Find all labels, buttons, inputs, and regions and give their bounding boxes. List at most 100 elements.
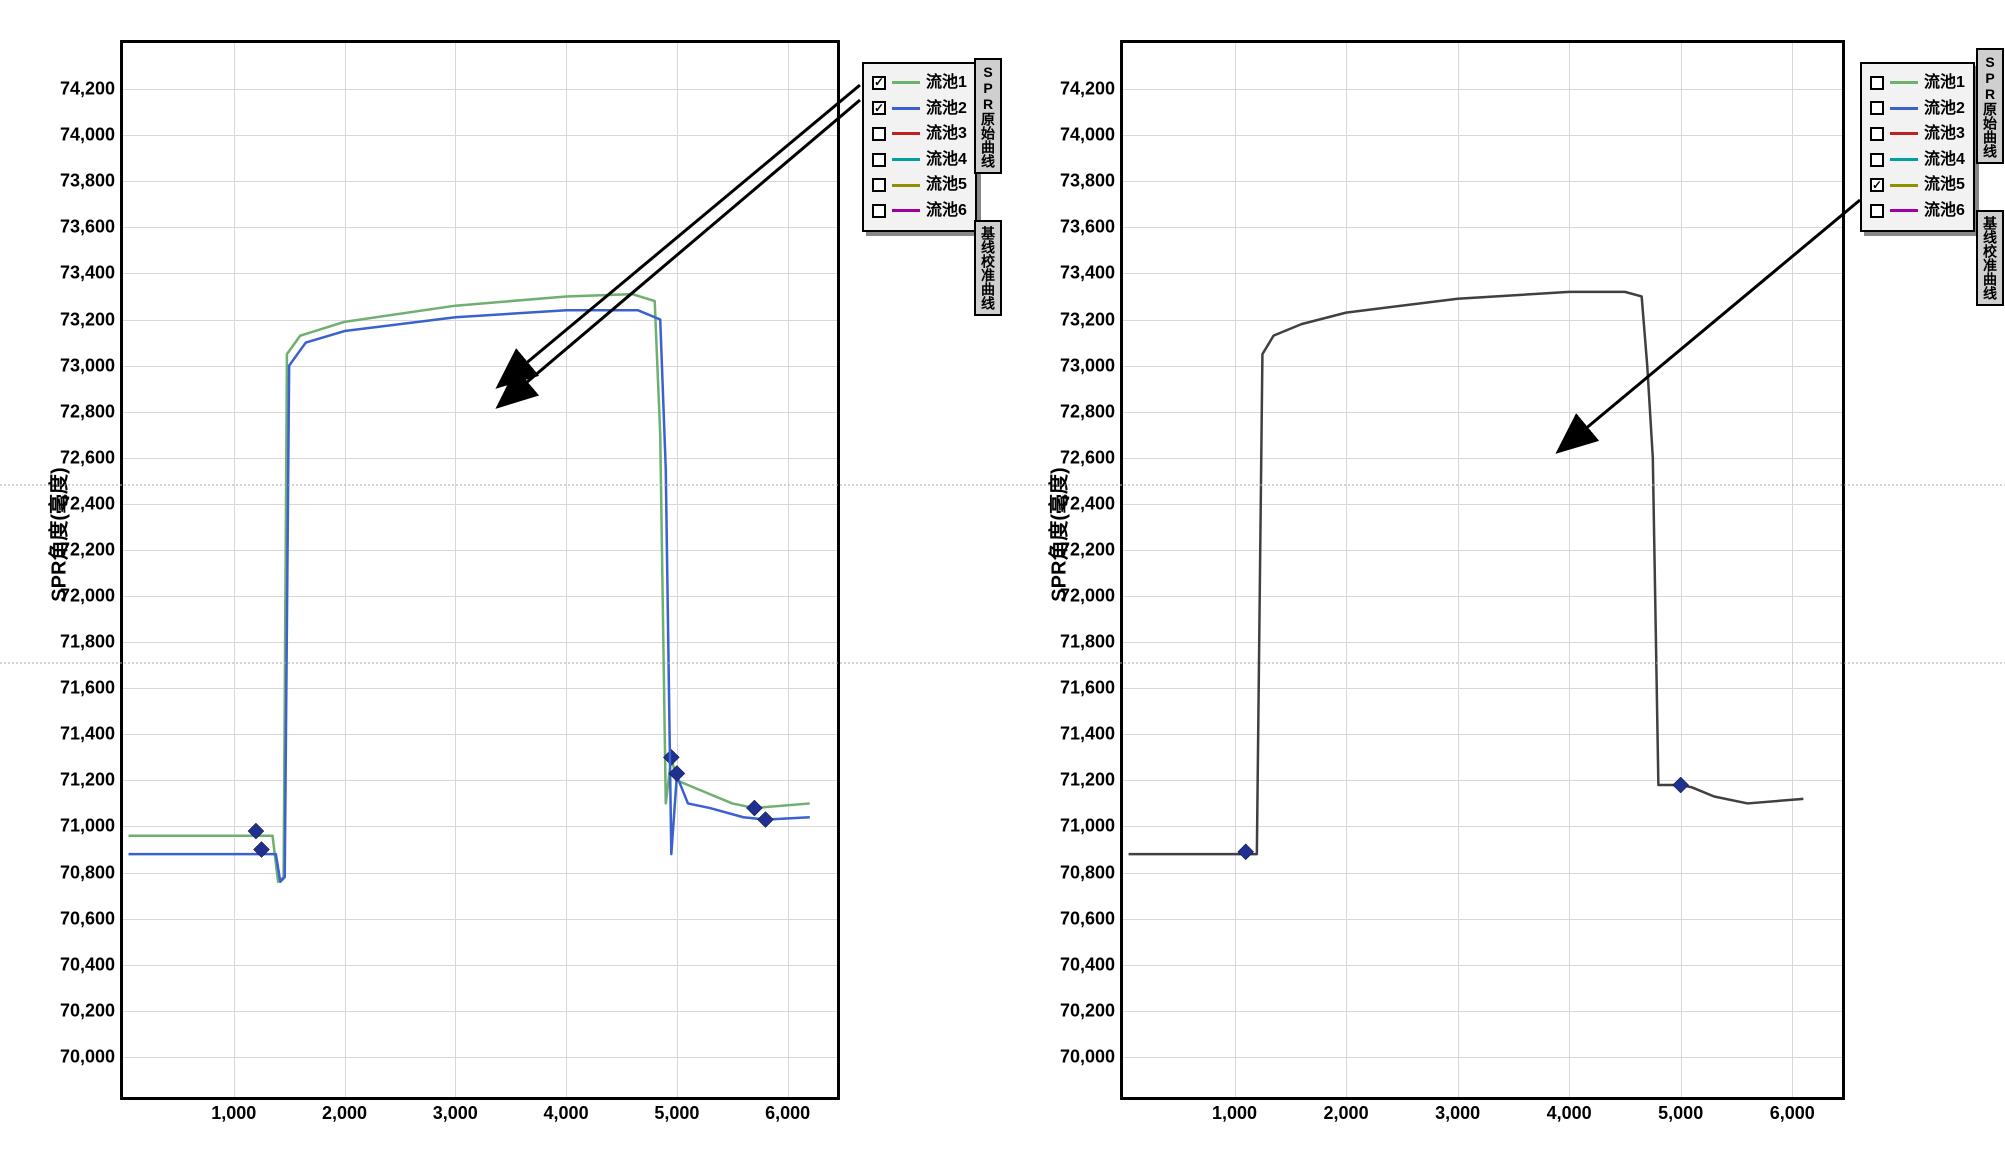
legend-item[interactable]: 流池4: [1870, 147, 1965, 173]
right-plot-svg: [1123, 43, 1842, 1097]
legend-item[interactable]: 流池2: [1870, 96, 1965, 122]
ytick-label: 73,200: [60, 309, 123, 330]
right-plot-frame: 70,00070,20070,40070,60070,80071,00071,2…: [1120, 40, 1845, 1100]
legend-label: 流池4: [1924, 147, 1965, 173]
series-line: [129, 310, 810, 881]
legend-swatch: [892, 184, 920, 187]
xtick-label: 4,000: [544, 1097, 589, 1124]
diamond-marker-icon: [1673, 777, 1689, 793]
legend-item[interactable]: ✓流池5: [1870, 172, 1965, 198]
legend-label: 流池3: [1924, 121, 1965, 147]
checkbox-icon[interactable]: [872, 178, 886, 192]
xtick-label: 6,000: [1770, 1097, 1815, 1124]
legend-item[interactable]: 流池3: [872, 121, 967, 147]
legend-item[interactable]: 流池6: [1870, 198, 1965, 224]
legend-item[interactable]: 流池3: [1870, 121, 1965, 147]
legend-label: 流池5: [926, 172, 967, 198]
legend-swatch: [1890, 158, 1918, 161]
ytick-label: 70,400: [1060, 954, 1123, 975]
legend-swatch: [892, 107, 920, 110]
legend-swatch: [892, 209, 920, 212]
legend-label: 流池1: [1924, 70, 1965, 96]
legend-swatch: [1890, 107, 1918, 110]
ytick-label: 70,400: [60, 954, 123, 975]
legend-swatch: [892, 158, 920, 161]
side-tab[interactable]: SPR原始曲线: [1976, 48, 2004, 164]
legend-item[interactable]: 流池6: [872, 198, 967, 224]
ytick-label: 70,800: [60, 862, 123, 883]
checkbox-icon[interactable]: [1870, 76, 1884, 90]
ytick-label: 74,200: [60, 79, 123, 100]
ytick-label: 71,000: [1060, 816, 1123, 837]
checkbox-icon[interactable]: ✓: [872, 101, 886, 115]
ytick-label: 71,200: [1060, 770, 1123, 791]
left-plot-frame: 70,00070,20070,40070,60070,80071,00071,2…: [120, 40, 840, 1100]
legend-swatch: [1890, 209, 1918, 212]
legend-label: 流池2: [926, 96, 967, 122]
checkbox-icon[interactable]: ✓: [872, 76, 886, 90]
xtick-label: 4,000: [1547, 1097, 1592, 1124]
ytick-label: 71,600: [1060, 678, 1123, 699]
legend-label: 流池6: [1924, 198, 1965, 224]
checkbox-icon[interactable]: [872, 153, 886, 167]
left-legend: ✓ 流池1 ✓ 流池2流池3流池4流池5流池6: [862, 62, 977, 232]
checkbox-icon[interactable]: [872, 204, 886, 218]
checkbox-icon[interactable]: [1870, 204, 1884, 218]
side-tab[interactable]: 基线校准曲线: [974, 220, 1002, 316]
ytick-label: 71,600: [60, 678, 123, 699]
legend-item[interactable]: ✓ 流池1: [872, 70, 967, 96]
ytick-label: 73,800: [1060, 171, 1123, 192]
checkbox-icon[interactable]: [872, 127, 886, 141]
diamond-marker-icon: [757, 812, 773, 828]
ytick-label: 74,200: [1060, 79, 1123, 100]
xtick-label: 2,000: [322, 1097, 367, 1124]
left-chart-panel: 70,000 70,200 70,400 70,600 70,800 71,000 71,2…: [0, 0, 1000, 1172]
legend-item[interactable]: 流池5: [872, 172, 967, 198]
legend-item[interactable]: ✓ 流池2: [872, 96, 967, 122]
ytick-label: 72,800: [1060, 401, 1123, 422]
legend-label: 流池6: [926, 198, 967, 224]
side-tab[interactable]: SPR原始曲线: [974, 58, 1002, 174]
xtick-label: 1,000: [211, 1097, 256, 1124]
ytick-label: 73,600: [60, 217, 123, 238]
ytick-label: 73,000: [60, 355, 123, 376]
ytick-label: 70,200: [1060, 1000, 1123, 1021]
ytick-label: 73,800: [60, 171, 123, 192]
legend-swatch: [1890, 184, 1918, 187]
left-plot-svg: [123, 43, 837, 1097]
checkbox-icon[interactable]: [1870, 127, 1884, 141]
ytick-label: 71,400: [60, 724, 123, 745]
checkbox-icon[interactable]: ✓: [1870, 178, 1884, 192]
diamond-marker-icon: [1238, 844, 1254, 860]
right-y-axis-label: SPR角度(毫度): [1043, 467, 1072, 601]
checkbox-icon[interactable]: [1870, 101, 1884, 115]
legend-swatch: [1890, 132, 1918, 135]
legend-item[interactable]: 流池1: [1870, 70, 1965, 96]
ytick-label: 73,400: [1060, 263, 1123, 284]
xtick-label: 3,000: [1435, 1097, 1480, 1124]
ytick-label: 70,000: [1060, 1046, 1123, 1067]
xtick-label: 1,000: [1212, 1097, 1257, 1124]
ytick-label: 70,200: [60, 1000, 123, 1021]
legend-label: 流池1: [926, 70, 967, 96]
xtick-label: 5,000: [1658, 1097, 1703, 1124]
ytick-label: 73,600: [1060, 217, 1123, 238]
ytick-label: 74,000: [1060, 125, 1123, 146]
ytick-label: 72,600: [1060, 447, 1123, 468]
ytick-label: 72,800: [60, 401, 123, 422]
ytick-label: 71,000: [60, 816, 123, 837]
xtick-label: 5,000: [654, 1097, 699, 1124]
checkbox-icon[interactable]: [1870, 153, 1884, 167]
scan-artifact: [0, 484, 2005, 486]
diamond-marker-icon: [746, 800, 762, 816]
legend-item[interactable]: 流池4: [872, 147, 967, 173]
left-y-axis-label: SPR角度(毫度): [43, 467, 72, 601]
side-tab[interactable]: 基线校准曲线: [1976, 210, 2004, 306]
ytick-label: 73,200: [1060, 309, 1123, 330]
ytick-label: 73,400: [60, 263, 123, 284]
ytick-label: 71,800: [1060, 632, 1123, 653]
legend-swatch: [1890, 81, 1918, 84]
ytick-label: 70,600: [60, 908, 123, 929]
ytick-label: 70,000: [60, 1046, 123, 1067]
ytick-label: 71,200: [60, 770, 123, 791]
